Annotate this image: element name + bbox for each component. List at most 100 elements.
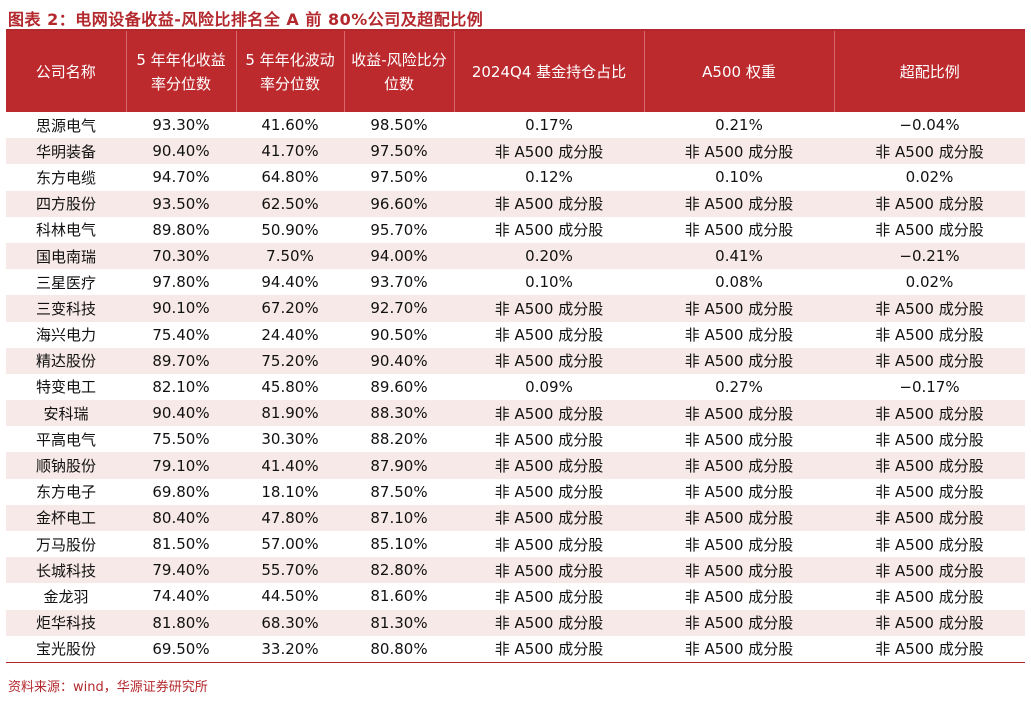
overweight-ratio-cell: 非 A500 成分股 bbox=[875, 535, 984, 554]
return-percentile-cell: 69.80% bbox=[152, 482, 210, 501]
fund-holding-ratio-cell: 非 A500 成分股 bbox=[454, 400, 644, 427]
return-percentile-cell: 93.50% bbox=[126, 190, 236, 217]
fund-holding-ratio-cell: 非 A500 成分股 bbox=[494, 587, 604, 606]
table-header: 公司名称 5 年年化收益率分位数 5 年年化波动率分位数 收益-风险比分位数 2… bbox=[6, 31, 1025, 112]
table-row: 科林电气 89.80% 50.90% 95.70% 非 A500 成分股 非 A500 成… bbox=[6, 217, 1025, 243]
return-percentile-cell: 90.40% bbox=[126, 138, 236, 165]
volatility-percentile-cell: 81.90% bbox=[236, 400, 344, 427]
fund-holding-ratio-cell: 非 A500 成分股 bbox=[454, 190, 644, 217]
return-risk-percentile-cell: 98.50% bbox=[370, 116, 428, 135]
return-risk-percentile-cell: 80.80% bbox=[344, 635, 454, 663]
table-row: 顺钠股份 79.10% 41.40% 87.90% 非 A500 成分股非 A500 成… bbox=[6, 452, 1025, 479]
volatility-percentile-cell: 41.40% bbox=[236, 452, 344, 479]
column-header-volatility-percentile: 5 年年化波动率分位数 bbox=[235, 31, 344, 112]
company-name-cell: 万马股份 bbox=[35, 535, 96, 554]
table-row: 四方股份 93.50% 62.50% 96.60% 非 A500 成分股非 A500 成… bbox=[6, 190, 1025, 217]
overweight-ratio-cell: 非 A500 成分股 bbox=[834, 400, 1025, 427]
table-row: 精达股份 89.70% 75.20% 90.40% 非 A500 成分股非 A500 成… bbox=[6, 347, 1025, 374]
a500-weight-cell: 0.27% bbox=[715, 377, 763, 396]
fund-holding-ratio-cell: 0.12% bbox=[525, 168, 573, 187]
volatility-percentile-cell: 67.20% bbox=[236, 295, 344, 322]
table-body: 思源电气 93.30% 41.60% 98.50% 0.17% 0.21% −0.04% 华明… bbox=[6, 112, 1025, 663]
return-risk-percentile-cell: 88.30% bbox=[344, 400, 454, 427]
a500-weight-cell: 0.21% bbox=[715, 116, 763, 135]
fund-holding-ratio-cell: 0.09% bbox=[525, 377, 573, 396]
volatility-percentile-cell: 30.30% bbox=[261, 430, 319, 449]
company-name-cell: 长城科技 bbox=[6, 557, 126, 584]
header-row: 公司名称 5 年年化收益率分位数 5 年年化波动率分位数 收益-风险比分位数 2… bbox=[6, 31, 1025, 112]
fund-holding-ratio-cell: 非 A500 成分股 bbox=[494, 326, 604, 345]
table-row: 东方电缆 94.70% 64.80% 97.50% 0.12% 0.10% 0.02% bbox=[6, 164, 1025, 190]
fund-holding-ratio-cell: 非 A500 成分股 bbox=[494, 221, 604, 240]
return-risk-percentile-cell: 97.50% bbox=[344, 138, 454, 165]
a500-weight-cell: 非 A500 成分股 bbox=[684, 587, 794, 606]
fund-holding-ratio-cell: 非 A500 成分股 bbox=[494, 535, 604, 554]
a500-weight-cell: 非 A500 成分股 bbox=[644, 609, 834, 636]
return-percentile-cell: 75.40% bbox=[152, 325, 210, 344]
fund-holding-ratio-cell: 非 A500 成分股 bbox=[454, 295, 644, 322]
volatility-percentile-cell: 64.80% bbox=[261, 168, 319, 187]
a500-weight-cell: 0.08% bbox=[715, 273, 763, 292]
return-risk-percentile-cell: 87.50% bbox=[370, 482, 428, 501]
fund-holding-ratio-cell: 非 A500 成分股 bbox=[454, 557, 644, 584]
volatility-percentile-cell: 62.50% bbox=[236, 190, 344, 217]
table-row: 国电南瑞 70.30% 7.50% 94.00% 0.20% 0.41% −0.21% bbox=[6, 242, 1025, 270]
overweight-ratio-cell: 非 A500 成分股 bbox=[834, 504, 1025, 531]
return-percentile-cell: 89.80% bbox=[152, 220, 210, 239]
a500-weight-cell: 0.10% bbox=[715, 168, 763, 187]
return-percentile-cell: 94.70% bbox=[152, 168, 210, 187]
return-risk-percentile-cell: 96.60% bbox=[344, 190, 454, 217]
return-percentile-cell: 74.40% bbox=[152, 587, 210, 606]
volatility-percentile-cell: 55.70% bbox=[236, 557, 344, 584]
company-name-cell: 华明装备 bbox=[6, 138, 126, 165]
return-percentile-cell: 80.40% bbox=[126, 504, 236, 531]
volatility-percentile-cell: 41.70% bbox=[236, 138, 344, 165]
volatility-percentile-cell: 41.60% bbox=[261, 116, 319, 135]
overweight-ratio-cell: 非 A500 成分股 bbox=[875, 587, 984, 606]
volatility-percentile-cell: 7.50% bbox=[236, 242, 344, 270]
volatility-percentile-cell: 24.40% bbox=[261, 325, 319, 344]
a500-weight-cell: 非 A500 成分股 bbox=[644, 452, 834, 479]
company-name-cell: 科林电气 bbox=[35, 221, 96, 240]
a500-weight-cell: 非 A500 成分股 bbox=[644, 347, 834, 374]
company-name-cell: 三变科技 bbox=[6, 295, 126, 322]
table-row: 金杯电工 80.40% 47.80% 87.10% 非 A500 成分股非 A500 成… bbox=[6, 504, 1025, 531]
company-name-cell: 金杯电工 bbox=[6, 504, 126, 531]
column-header-company-name: 公司名称 bbox=[6, 31, 126, 112]
return-risk-percentile-cell: 93.70% bbox=[370, 273, 428, 292]
return-percentile-cell: 90.40% bbox=[126, 400, 236, 427]
fund-holding-ratio-cell: 0.10% bbox=[525, 273, 573, 292]
overweight-ratio-cell: −0.21% bbox=[834, 242, 1025, 270]
column-header-return-risk-percentile: 收益-风险比分位数 bbox=[343, 31, 454, 112]
volatility-percentile-cell: 18.10% bbox=[261, 482, 319, 501]
overweight-ratio-cell: 非 A500 成分股 bbox=[834, 347, 1025, 374]
company-name-cell: 宝光股份 bbox=[6, 635, 126, 663]
table-row: 特变电工 82.10% 45.80% 89.60% 0.09% 0.27% −0.17% bbox=[6, 374, 1025, 400]
fund-holding-ratio-cell: 0.20% bbox=[454, 242, 644, 270]
return-risk-percentile-cell: 85.10% bbox=[370, 535, 428, 554]
company-name-cell: 金龙羽 bbox=[43, 587, 89, 606]
company-name-cell: 思源电气 bbox=[35, 116, 96, 135]
table-row: 海兴电力 75.40% 24.40% 90.50% 非 A500 成分股 非 A500 成… bbox=[6, 322, 1025, 348]
fund-holding-ratio-cell: 非 A500 成分股 bbox=[494, 430, 604, 449]
volatility-percentile-cell: 47.80% bbox=[236, 504, 344, 531]
company-name-cell: 安科瑞 bbox=[6, 400, 126, 427]
return-risk-percentile-cell: 94.00% bbox=[344, 242, 454, 270]
overweight-ratio-cell: −0.17% bbox=[899, 377, 960, 396]
fund-holding-ratio-cell: 非 A500 成分股 bbox=[494, 483, 604, 502]
overweight-ratio-cell: 非 A500 成分股 bbox=[834, 609, 1025, 636]
volatility-percentile-cell: 75.20% bbox=[236, 347, 344, 374]
figure-title: 图表 2：电网设备收益-风险比排名全 A 前 80%公司及超配比例 bbox=[8, 10, 484, 29]
table-row: 平高电气 75.50% 30.30% 88.20% 非 A500 成分股 非 A500 成… bbox=[6, 426, 1025, 452]
overweight-ratio-cell: −0.04% bbox=[899, 116, 960, 135]
return-percentile-cell: 81.80% bbox=[126, 609, 236, 636]
fund-holding-ratio-cell: 非 A500 成分股 bbox=[454, 504, 644, 531]
volatility-percentile-cell: 45.80% bbox=[261, 377, 319, 396]
return-risk-percentile-cell: 89.60% bbox=[370, 377, 428, 396]
company-name-cell: 东方电缆 bbox=[35, 168, 96, 187]
overweight-ratio-cell: 非 A500 成分股 bbox=[834, 452, 1025, 479]
table-row: 三变科技 90.10% 67.20% 92.70% 非 A500 成分股非 A500 成… bbox=[6, 295, 1025, 322]
return-risk-percentile-cell: 90.50% bbox=[370, 325, 428, 344]
fund-holding-ratio-cell: 非 A500 成分股 bbox=[454, 347, 644, 374]
return-percentile-cell: 89.70% bbox=[126, 347, 236, 374]
